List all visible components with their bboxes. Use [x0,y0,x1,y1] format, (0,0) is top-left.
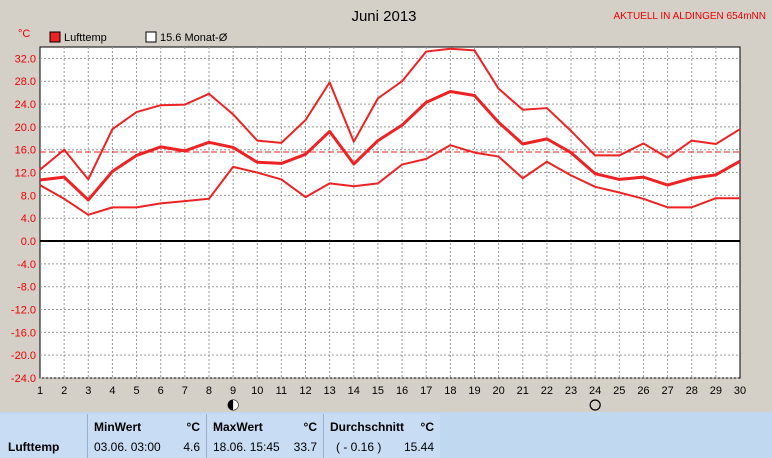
x-tick-label: 30 [734,385,746,397]
moon-phases [227,399,601,411]
x-tick-label: 6 [158,385,164,397]
x-tick-label: 1 [37,385,43,397]
legend-label-monat: 15.6 Monat-Ø [160,32,228,44]
stats-row-label-cell: Lufttemp [0,414,86,458]
legend-swatch-monat [145,31,157,43]
stats-panel: Lufttemp MinWert °C 03.06. 03:00 4.6 Max… [0,412,772,458]
x-tick-label: 14 [348,385,360,397]
x-tick-label: 17 [420,385,432,397]
x-tick-label: 19 [468,385,480,397]
x-tick-labels: 1 2 3 4 5 6 7 8 9 10 11 12 13 14 15 16 17 18 19 20 21 22 23 24 2… [37,385,746,397]
min-unit: °C [186,420,200,434]
x-tick-label: 5 [133,385,139,397]
x-tick-label: 27 [661,385,673,397]
series-line-min [39,144,740,216]
y-tick-label: 4.0 [21,213,36,225]
y-axis-unit: °C [18,28,30,40]
x-tick-label: 16 [396,385,408,397]
max-header: MaxWert [213,420,263,434]
y-tick-label: 8.0 [21,190,36,202]
max-unit: °C [303,420,317,434]
min-value: 4.6 [183,440,200,454]
x-tick-label: 26 [637,385,649,397]
y-tick-labels: 32.0 28.0 24.0 20.0 16.0 12.0 8.0 4.0 0.0 -4.0 -8.… [11,53,36,385]
x-tick-label: 4 [109,385,115,397]
avg-unit: °C [420,420,434,434]
x-tick-label: 10 [251,385,263,397]
y-tick-label: 16.0 [15,145,36,157]
moon-phase-half [233,400,239,410]
legend-swatch-lufttemp [49,31,61,43]
x-tick-label: 13 [324,385,336,397]
x-tick-label: 25 [613,385,625,397]
plot-area [39,46,741,379]
x-tick-label: 12 [299,385,311,397]
stats-max-cell: MaxWert °C 18.06. 15:45 33.7 [206,414,323,458]
x-tick-label: 9 [230,385,236,397]
x-tick-label: 24 [589,385,601,397]
y-tick-label: 0.0 [21,236,36,248]
y-tick-label: -20.0 [11,350,36,362]
legend: Lufttemp 15.6 Monat-Ø [49,31,228,44]
x-tick-label: 22 [541,385,553,397]
x-tick-label: 21 [517,385,529,397]
stats-avg-cell: Durchschnitt °C ( - 0.16 ) 15.44 [323,414,440,458]
x-tick-label: 3 [85,385,91,397]
y-tick-label: -8.0 [17,282,36,294]
x-tick-label: 23 [565,385,577,397]
location-label: AKTUELL IN ALDINGEN 654mNN [614,11,766,22]
legend-label-lufttemp: Lufttemp [64,32,107,44]
x-tick-label: 2 [61,385,67,397]
min-time: 03.06. 03:00 [94,440,161,454]
series-line-avg [39,90,741,202]
series-line-max [39,47,741,181]
y-tick-label: -24.0 [11,373,36,385]
x-tick-label: 8 [206,385,212,397]
x-tick-label: 28 [686,385,698,397]
x-tick-label: 29 [710,385,722,397]
series-lines [39,47,741,216]
weather-chart: Juni 2013 AKTUELL IN ALDINGEN 654mNN °C … [11,8,766,411]
x-tick-label: 7 [182,385,188,397]
max-time: 18.06. 15:45 [213,440,280,454]
y-tick-label: 20.0 [15,122,36,134]
min-header: MinWert [94,420,142,434]
y-tick-label: -16.0 [11,327,36,339]
x-tick-label: 15 [372,385,384,397]
avg-header: Durchschnitt [330,420,405,434]
y-tick-label: 24.0 [15,99,36,111]
y-tick-label: 28.0 [15,76,36,88]
y-tick-label: 32.0 [15,53,36,65]
full-moon-icon [589,399,601,411]
max-value: 33.7 [293,440,317,454]
y-tick-label: -4.0 [17,259,36,271]
y-tick-label: -12.0 [11,305,36,317]
stats-min-cell: MinWert °C 03.06. 03:00 4.6 [87,414,206,458]
x-tick-label: 11 [276,385,287,397]
avg-note: ( - 0.16 ) [336,440,382,454]
avg-value: 15.44 [403,440,434,454]
stats-row-label: Lufttemp [8,440,60,454]
y-tick-label: 12.0 [15,168,36,180]
grid [40,47,740,379]
x-tick-label: 18 [444,385,456,397]
x-tick-label: 20 [492,385,504,397]
chart-title: Juni 2013 [351,8,416,25]
